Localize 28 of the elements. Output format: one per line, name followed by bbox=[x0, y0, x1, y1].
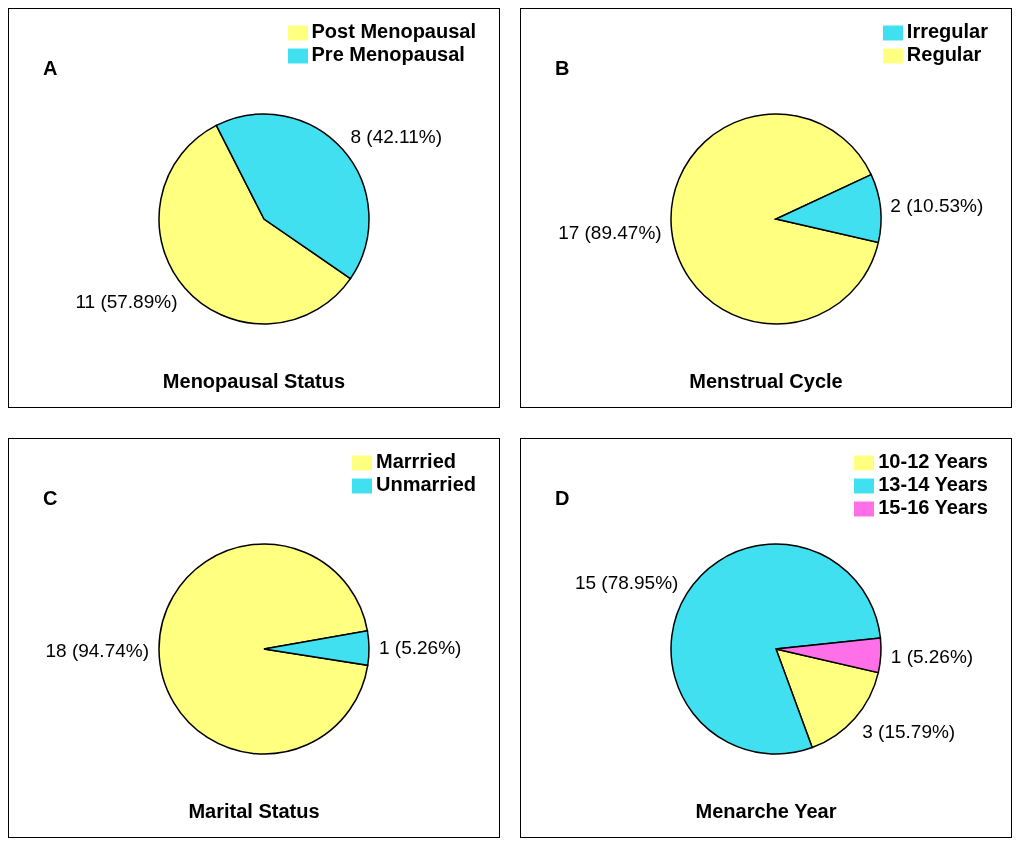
legend-label: Pre Menopausal bbox=[311, 43, 465, 65]
text: D bbox=[555, 487, 570, 510]
legend-label: 10-12 Years bbox=[878, 450, 988, 472]
data-label: 17 (89.47%) bbox=[558, 221, 662, 243]
data-label: 11 (57.89%) bbox=[75, 290, 178, 312]
legend-label: 13-14 Years bbox=[878, 473, 988, 495]
data-label: 18 (94.74%) bbox=[45, 639, 149, 661]
legend-label: Irregular bbox=[906, 20, 988, 42]
text: Menstrual Cycle bbox=[688, 370, 844, 393]
text: Marital Status bbox=[187, 800, 321, 823]
text: Menarche Year bbox=[694, 800, 838, 823]
text: A bbox=[43, 57, 58, 80]
text: Menopausal Status bbox=[161, 370, 347, 393]
legend-label: 15-16 Years bbox=[878, 496, 988, 518]
legend-label: Post Menopausal bbox=[311, 20, 476, 42]
data-label: 3 (15.79%) bbox=[862, 721, 956, 743]
pie-slice bbox=[670, 113, 880, 325]
text: C bbox=[43, 487, 58, 510]
pie-slice bbox=[158, 543, 369, 755]
data-label: 1 (5.26%) bbox=[379, 637, 462, 659]
data-label: 8 (42.11%) bbox=[350, 126, 443, 148]
data-label: 1 (5.26%) bbox=[890, 646, 974, 668]
text: B bbox=[555, 57, 570, 80]
data-label: 2 (10.53%) bbox=[890, 195, 984, 217]
legend-label: Unmarried bbox=[375, 473, 476, 495]
data-label: 15 (78.95%) bbox=[574, 572, 679, 594]
legend-label: Marrried bbox=[375, 450, 456, 472]
legend-label: Regular bbox=[906, 43, 982, 65]
